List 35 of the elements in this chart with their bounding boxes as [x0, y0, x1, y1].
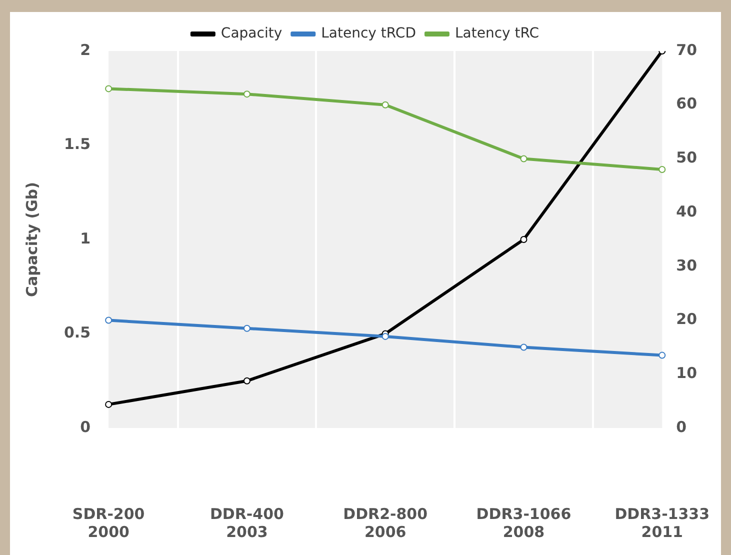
point — [243, 90, 250, 98]
point — [105, 85, 112, 92]
point — [243, 324, 250, 332]
point — [520, 155, 528, 162]
x-tick-label: DDR3-1333 2011 — [614, 504, 710, 541]
y-tick-label: 0.5 — [64, 324, 91, 342]
y2-tick-label: 10 — [676, 364, 697, 382]
legend-label: Latency tRCD — [321, 26, 416, 42]
point — [382, 101, 389, 108]
point — [382, 332, 389, 340]
x-tick-label: DDR-400 2003 — [210, 504, 284, 541]
point — [105, 400, 112, 408]
point — [658, 166, 666, 173]
y2-tick-label: 70 — [676, 40, 697, 59]
y-tick-label: 2 — [80, 40, 91, 59]
y2-tick-label: 20 — [676, 310, 697, 328]
y-tick-label: 1.5 — [64, 135, 91, 154]
y2-tick-label: 40 — [676, 202, 697, 220]
y-tick-label: 0 — [80, 418, 91, 436]
legend-label: Capacity — [220, 26, 282, 42]
y-axis-title: Capacity (Gb) — [22, 182, 41, 297]
point — [105, 316, 112, 324]
point — [520, 236, 528, 243]
point — [658, 352, 666, 359]
y2-tick-label: 50 — [676, 148, 697, 167]
y2-tick-label: 60 — [676, 94, 697, 113]
point — [520, 344, 528, 351]
y2-tick-label: 30 — [676, 256, 697, 274]
x-tick-label: SDR-200 2000 — [72, 504, 145, 541]
legend-label: Latency tRC — [454, 26, 540, 42]
x-tick-label: DDR3-1066 2008 — [476, 504, 572, 541]
point — [243, 377, 250, 384]
x-tick-label: DDR2-800 2006 — [343, 504, 428, 541]
y-tick-label: 1 — [80, 229, 91, 248]
y2-tick-label: 0 — [676, 418, 687, 436]
